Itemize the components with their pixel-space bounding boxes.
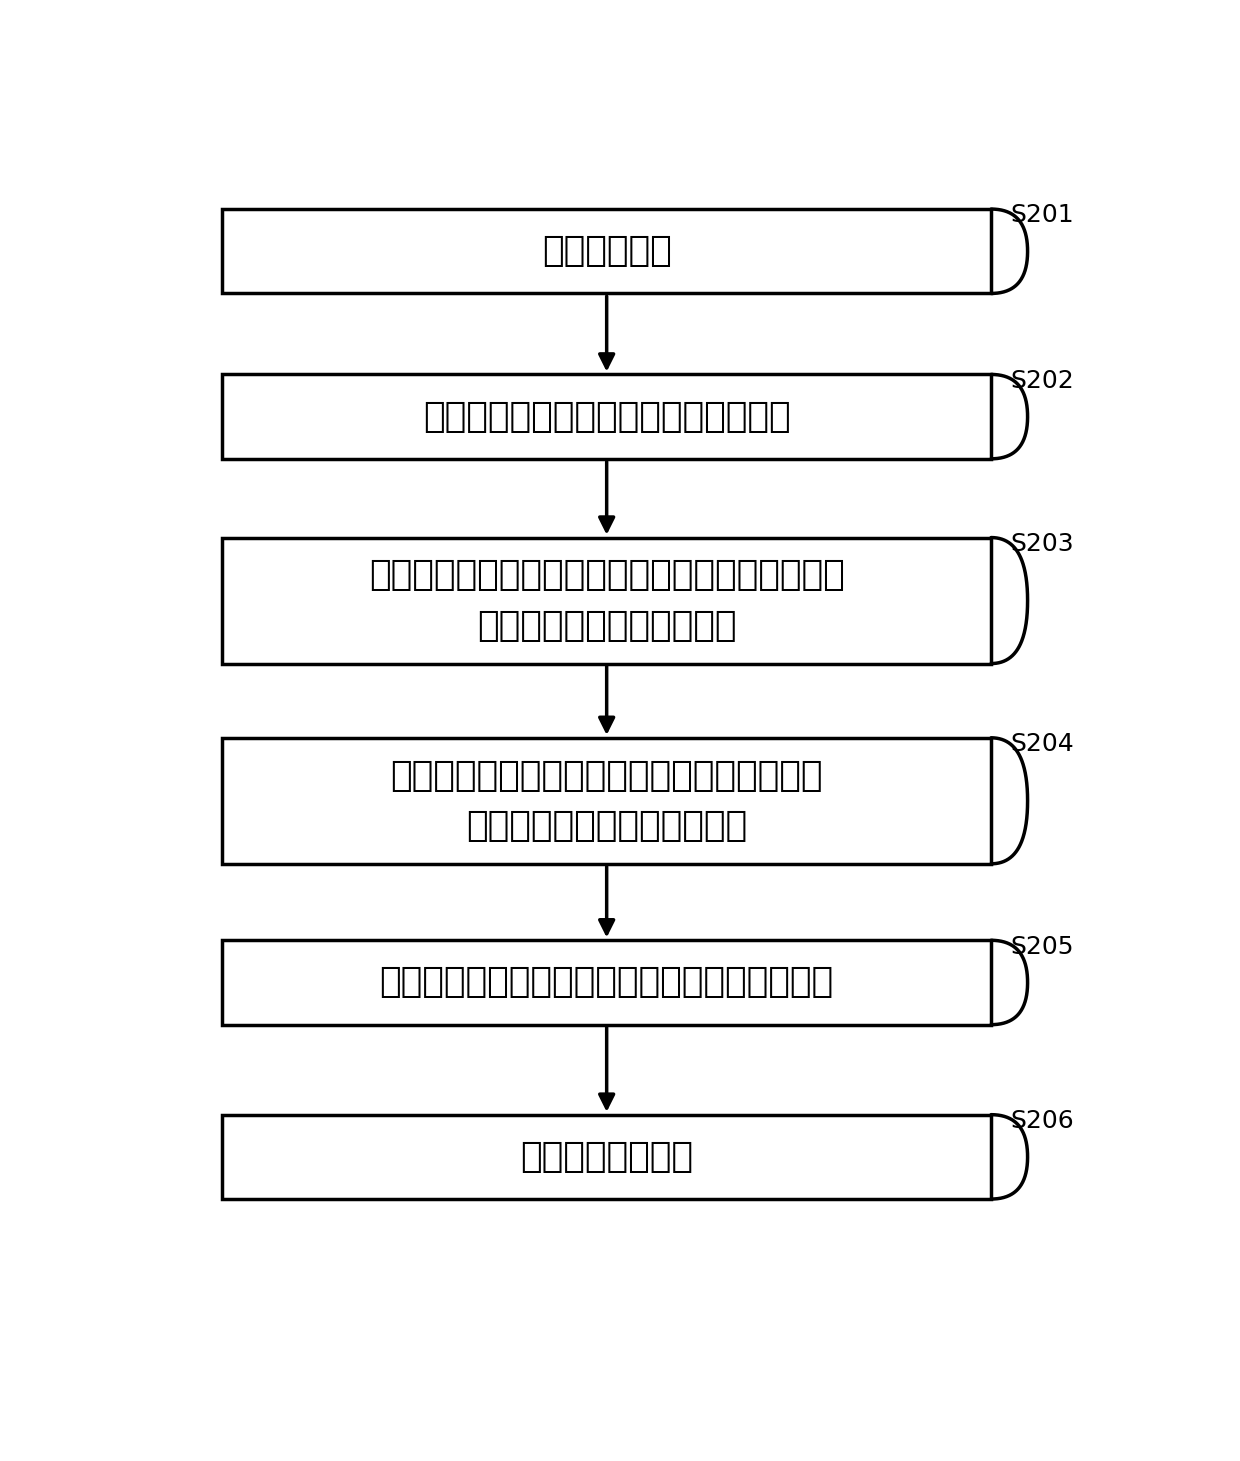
Text: 计算曲线拟合优度: 计算曲线拟合优度	[520, 1140, 693, 1173]
Text: S203: S203	[1011, 532, 1074, 557]
FancyBboxPatch shape	[222, 209, 991, 294]
Text: S202: S202	[1011, 368, 1074, 393]
Text: 获取封闭空间的压力随时间的变化数据: 获取封闭空间的压力随时间的变化数据	[423, 400, 790, 434]
Text: S201: S201	[1011, 203, 1074, 228]
FancyBboxPatch shape	[222, 538, 991, 663]
Text: S206: S206	[1011, 1109, 1074, 1134]
Text: 依据封闭空间的压力随时间的变化数据进行曲线拟
合，得到拟合出的曲线公式: 依据封闭空间的压力随时间的变化数据进行曲线拟 合，得到拟合出的曲线公式	[368, 558, 844, 643]
Text: 由封闭空间的压力变化速率得到逆止阀的泄漏率: 由封闭空间的压力变化速率得到逆止阀的泄漏率	[379, 966, 833, 999]
FancyBboxPatch shape	[222, 1115, 991, 1199]
Text: 形成封闭空间: 形成封闭空间	[542, 234, 672, 269]
Text: S204: S204	[1011, 732, 1074, 757]
Text: 依据拟合出的曲线公式，得到因逆止阀的泄漏
引起的封闭空间的压力变化量: 依据拟合出的曲线公式，得到因逆止阀的泄漏 引起的封闭空间的压力变化量	[391, 758, 823, 843]
Text: S205: S205	[1011, 935, 1074, 958]
FancyBboxPatch shape	[222, 374, 991, 459]
FancyBboxPatch shape	[222, 941, 991, 1024]
FancyBboxPatch shape	[222, 738, 991, 863]
